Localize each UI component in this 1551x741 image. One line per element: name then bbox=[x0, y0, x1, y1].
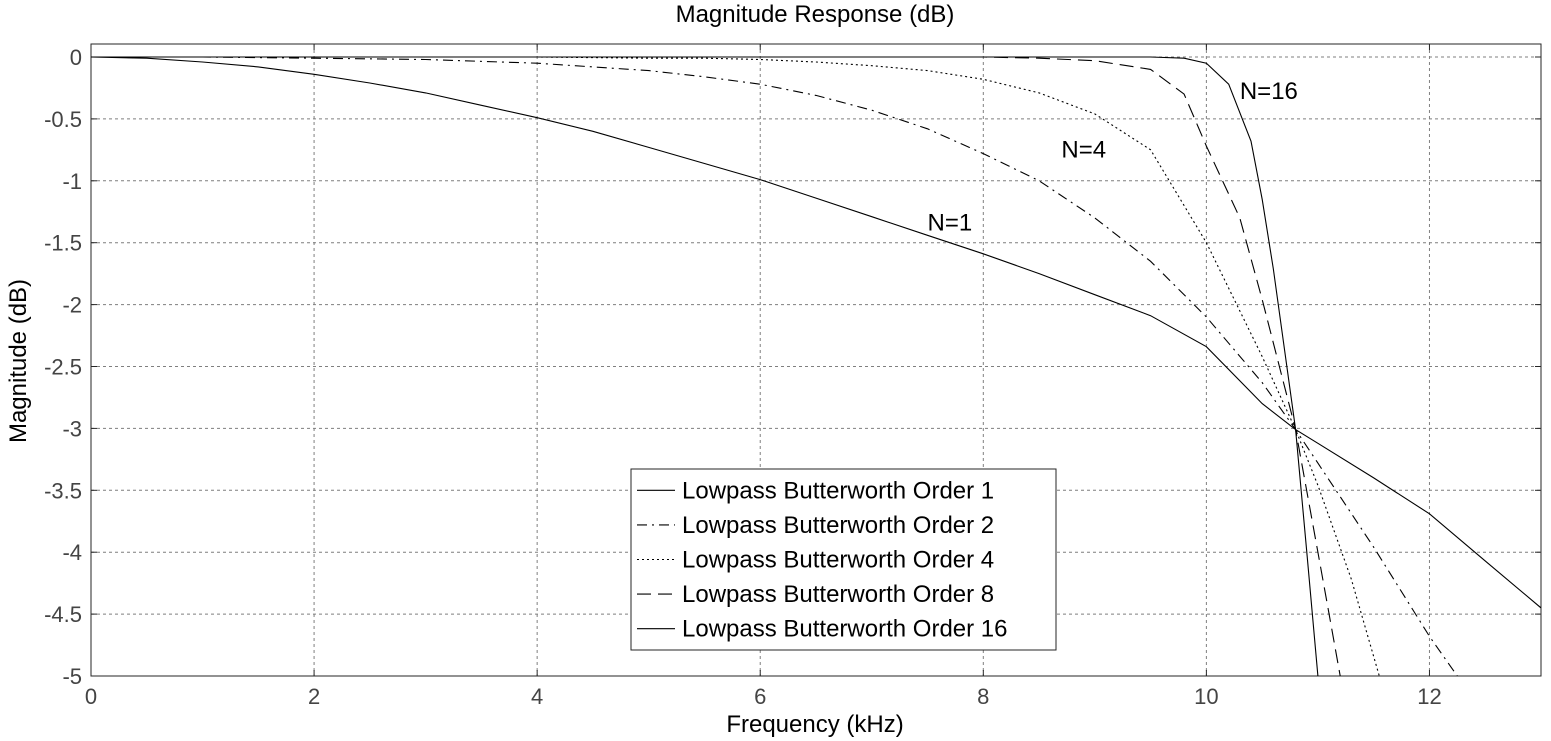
series-lines bbox=[91, 56, 1541, 676]
legend-entry-label: Lowpass Butterworth Order 4 bbox=[682, 547, 994, 574]
series-line-order-5 bbox=[91, 56, 1319, 676]
chart-title: Magnitude Response (dB) bbox=[676, 1, 955, 28]
x-tick-label: 2 bbox=[308, 684, 320, 709]
y-tick-label: -4.5 bbox=[44, 602, 82, 627]
legend-entry-label: Lowpass Butterworth Order 8 bbox=[682, 581, 994, 608]
y-tick-label: -3.5 bbox=[44, 478, 82, 503]
y-tick-label: -4 bbox=[62, 540, 82, 565]
axis-ticks: 0 2 4 6 8 10 12 0 -0.5 -1 -1.5 -2 -2.5 -3 -3.5 -4 -4.5 -5 bbox=[44, 44, 1541, 709]
legend-entry-label: Lowpass Butterworth Order 16 bbox=[682, 616, 1008, 643]
series-line-order-2 bbox=[91, 56, 1458, 676]
x-axis-label: Frequency (kHz) bbox=[726, 711, 903, 738]
x-tick-label: 8 bbox=[977, 684, 989, 709]
y-tick-label: -3 bbox=[62, 416, 82, 441]
curve-annotation: N=1 bbox=[928, 209, 973, 236]
curve-annotation: N=16 bbox=[1240, 78, 1298, 105]
x-tick-label: 10 bbox=[1194, 684, 1218, 709]
plot-frame bbox=[90, 43, 1542, 677]
curve-annotations: N=16 N=4 N=1 bbox=[928, 78, 1298, 236]
series-line-order-1 bbox=[91, 56, 1541, 609]
legend-entry-label: Lowpass Butterworth Order 2 bbox=[682, 512, 994, 539]
legend: Lowpass Butterworth Order 1 Lowpass Butte… bbox=[630, 468, 1057, 651]
y-tick-label: -2.5 bbox=[44, 355, 82, 380]
x-tick-label: 6 bbox=[754, 684, 766, 709]
y-axis-label: Magnitude (dB) bbox=[5, 279, 32, 443]
y-tick-label: 0 bbox=[70, 45, 82, 70]
y-tick-label: -2 bbox=[62, 293, 82, 318]
grid-lines bbox=[91, 44, 1541, 676]
legend-box bbox=[630, 468, 1057, 651]
legend-entry-label: Lowpass Butterworth Order 1 bbox=[682, 477, 994, 504]
curve-annotation: N=4 bbox=[1061, 136, 1106, 163]
y-tick-label: -1 bbox=[62, 169, 82, 194]
y-tick-label: -5 bbox=[62, 664, 82, 689]
x-tick-label: 12 bbox=[1417, 684, 1441, 709]
x-tick-label: 0 bbox=[85, 684, 97, 709]
y-tick-label: -0.5 bbox=[44, 107, 82, 132]
y-tick-label: -1.5 bbox=[44, 231, 82, 256]
x-tick-label: 4 bbox=[531, 684, 543, 709]
